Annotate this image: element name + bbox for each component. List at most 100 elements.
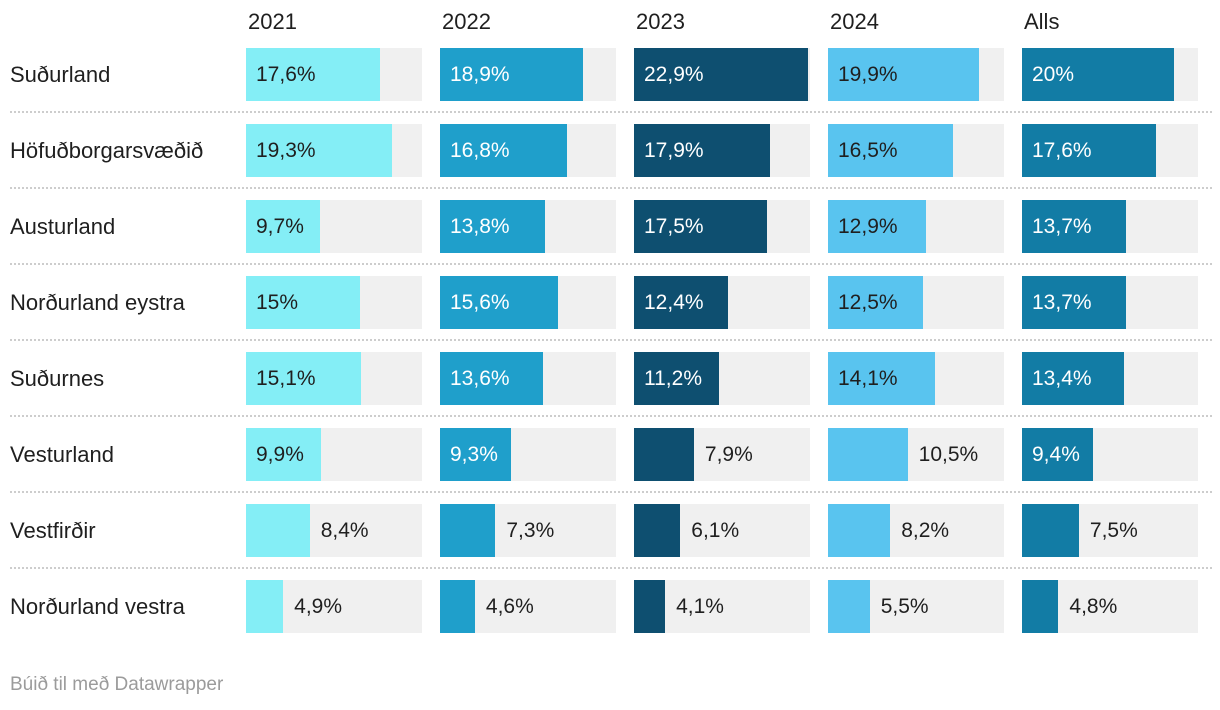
value-label: 4,1% xyxy=(676,595,724,618)
value-label: 13,8% xyxy=(450,215,510,238)
value-label: 12,4% xyxy=(644,291,704,314)
value-label: 16,5% xyxy=(838,139,898,162)
table-row: Norðurland eystra 15% 15,6% 12,4% 12,5% 13,7% xyxy=(0,276,1220,329)
value-label: 4,8% xyxy=(1069,595,1118,618)
value-bar xyxy=(440,48,584,101)
bar-cell-2024: 10,5% xyxy=(828,428,1004,481)
bar-cell-2023: 12,4% xyxy=(634,276,810,329)
value-label: 22,9% xyxy=(644,63,704,86)
datawrapper-attribution-link[interactable]: Búið til með Datawrapper xyxy=(10,674,224,695)
value-bar xyxy=(246,48,380,101)
bar-cell-2022: 13,8% xyxy=(440,200,616,253)
value-bar xyxy=(1022,200,1126,253)
value-bar xyxy=(828,504,891,557)
value-label: 10,5% xyxy=(918,443,979,466)
value-label: 6,1% xyxy=(691,519,740,542)
bar-cell-2021: 9,9% xyxy=(246,428,422,481)
bar-cell-2023: 6,1% xyxy=(634,504,810,557)
row-label: Höfuðborgarsvæðið xyxy=(10,138,204,163)
value-bar xyxy=(246,580,284,633)
column-header-2022: 2022 xyxy=(442,9,491,34)
bar-cell-Alls: 13,7% xyxy=(1022,200,1198,253)
bar-cell-Alls: 17,6% xyxy=(1022,124,1198,177)
row-separator xyxy=(0,405,1220,428)
bar-cell-2021: 19,3% xyxy=(246,124,422,177)
value-label: 13,6% xyxy=(450,367,510,390)
value-label: 9,4% xyxy=(1032,443,1080,466)
bar-cell-2022: 18,9% xyxy=(440,48,616,101)
value-label: 19,9% xyxy=(838,63,898,86)
row-label: Suðurland xyxy=(10,62,111,87)
row-label: Suðurnes xyxy=(10,366,105,391)
value-bar xyxy=(246,352,361,405)
value-bar xyxy=(1022,428,1094,481)
value-label: 15% xyxy=(256,291,299,314)
value-label: 18,9% xyxy=(450,63,510,86)
value-bar xyxy=(828,580,870,633)
value-bar xyxy=(440,200,545,253)
value-label: 13,7% xyxy=(1032,215,1092,238)
value-label: 15,1% xyxy=(256,367,316,390)
value-bar xyxy=(1022,580,1059,633)
bar-cell-2024: 19,9% xyxy=(828,48,1004,101)
value-label: 12,9% xyxy=(838,215,898,238)
bar-cell-2024: 12,5% xyxy=(828,276,1004,329)
table-row: Höfuðborgarsvæðið 19,3% 16,8% 17,9% 16,5% 17,… xyxy=(0,124,1220,177)
table-row: Vestfirðir 8,4% 7,3% 6,1% 8,2% 7,5% xyxy=(0,504,1220,557)
value-label: 11,2% xyxy=(644,367,702,390)
bar-cell-2023: 17,9% xyxy=(634,124,810,177)
value-bar xyxy=(828,124,954,177)
column-header-2024: 2024 xyxy=(830,9,879,34)
column-header-Alls: Alls xyxy=(1024,9,1060,34)
value-label: 5,5% xyxy=(880,595,929,618)
table-row: Suðurnes 15,1% 13,6% 11,2% 14,1% 13,4% xyxy=(0,352,1220,405)
value-bar xyxy=(634,124,770,177)
value-label: 17,5% xyxy=(644,215,704,238)
value-bar xyxy=(246,428,322,481)
row-separator xyxy=(0,101,1220,124)
value-label: 13,7% xyxy=(1032,291,1092,314)
value-label: 16,8% xyxy=(450,139,510,162)
value-bar xyxy=(828,48,979,101)
value-bar xyxy=(634,352,719,405)
bar-cell-2022: 13,6% xyxy=(440,352,616,405)
bar-cell-2021: 15,1% xyxy=(246,352,422,405)
value-bar xyxy=(1022,276,1126,329)
bar-cell-Alls: 20% xyxy=(1022,48,1198,101)
column-header-row: 2021 2022 2023 2024 Alls xyxy=(0,10,1220,48)
value-label: 8,2% xyxy=(901,519,950,542)
value-bar xyxy=(246,504,310,557)
value-bar xyxy=(828,276,923,329)
value-bar xyxy=(634,200,767,253)
value-label: 14,1% xyxy=(838,367,898,390)
bar-cell-2022: 16,8% xyxy=(440,124,616,177)
bar-cell-2023: 22,9% xyxy=(634,48,810,101)
bar-cell-2022: 4,6% xyxy=(440,580,616,633)
bar-cell-2023: 7,9% xyxy=(634,428,810,481)
value-label: 8,4% xyxy=(320,519,369,542)
value-bar xyxy=(1022,48,1174,101)
value-label: 12,5% xyxy=(838,291,898,314)
bar-cell-2021: 8,4% xyxy=(246,504,422,557)
value-bar xyxy=(440,504,496,557)
bar-cell-2022: 7,3% xyxy=(440,504,616,557)
value-bar xyxy=(440,124,568,177)
value-label: 19,3% xyxy=(256,139,316,162)
value-label: 7,3% xyxy=(506,519,555,542)
value-bar xyxy=(440,352,544,405)
row-separator xyxy=(0,253,1220,276)
value-bar xyxy=(634,276,729,329)
value-label: 13,4% xyxy=(1032,367,1092,390)
bar-cell-2021: 17,6% xyxy=(246,48,422,101)
value-label: 17,9% xyxy=(644,139,704,162)
value-bar xyxy=(440,428,511,481)
row-separator xyxy=(0,177,1220,200)
row-label: Norðurland eystra xyxy=(10,290,185,315)
value-label: 4,6% xyxy=(485,595,534,618)
value-label: 20% xyxy=(1032,63,1075,86)
value-bar xyxy=(634,428,694,481)
chart-rows: Suðurland 17,6% 18,9% 22,9% 19,9% 20% Höfuðbor… xyxy=(0,48,1220,633)
bar-cell-2022: 9,3% xyxy=(440,428,616,481)
bar-cell-Alls: 13,4% xyxy=(1022,352,1198,405)
